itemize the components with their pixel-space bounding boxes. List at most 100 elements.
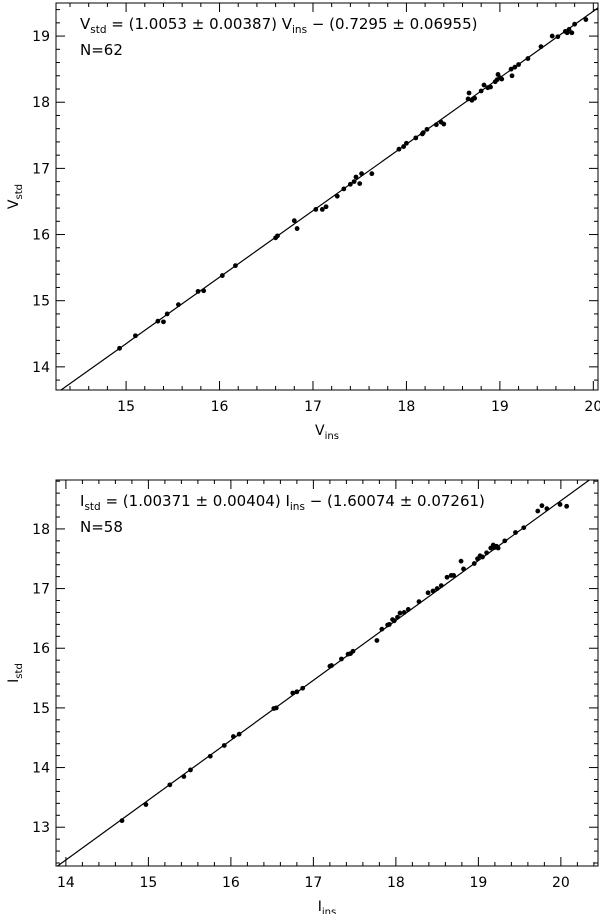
data-point bbox=[472, 95, 478, 101]
data-point bbox=[396, 146, 402, 152]
plot-frame bbox=[55, 479, 599, 867]
data-point bbox=[395, 614, 400, 620]
data-point bbox=[502, 538, 508, 544]
data-point bbox=[484, 550, 490, 556]
data-point bbox=[347, 181, 353, 187]
data-point bbox=[480, 554, 485, 560]
chart-panel-top: 15 16 17 18 19 20 14 15 16 17 18 19 Vstd = (1.0053 ±… bbox=[6, 2, 600, 442]
data-point bbox=[319, 207, 325, 212]
y-tick-label: 16 bbox=[32, 228, 50, 244]
data-point bbox=[405, 607, 411, 612]
data-point bbox=[416, 599, 422, 605]
x-tick-label: 18 bbox=[398, 399, 416, 415]
data-point bbox=[201, 288, 207, 294]
chart-panel-bottom: 14 15 16 17 18 19 20 13 14 15 16 17 18 Istd = (1.0037… bbox=[6, 479, 599, 914]
data-point bbox=[195, 289, 201, 294]
data-point bbox=[401, 610, 407, 615]
x-axis-label: Iins bbox=[318, 899, 337, 914]
data-point bbox=[525, 56, 531, 61]
data-point bbox=[350, 648, 356, 654]
data-point bbox=[386, 621, 392, 627]
data-point bbox=[230, 734, 236, 739]
x-tick-label: 18 bbox=[387, 875, 405, 891]
data-point bbox=[495, 545, 501, 551]
data-point bbox=[374, 638, 380, 643]
data-point bbox=[555, 34, 561, 40]
data-point bbox=[379, 626, 385, 632]
data-point bbox=[564, 503, 570, 509]
data-point bbox=[444, 574, 450, 580]
y-tick-label: 17 bbox=[32, 161, 50, 177]
n-label: N=58 bbox=[80, 518, 123, 536]
data-point bbox=[478, 88, 484, 94]
data-point bbox=[513, 530, 518, 535]
data-point bbox=[181, 774, 187, 779]
data-point bbox=[544, 506, 550, 512]
data-point bbox=[294, 689, 300, 695]
y-tick-label: 19 bbox=[32, 29, 50, 45]
data-point bbox=[521, 525, 527, 531]
x-tick-label: 15 bbox=[117, 399, 135, 415]
data-point bbox=[164, 311, 170, 317]
data-point bbox=[572, 21, 578, 27]
y-tick-label: 18 bbox=[32, 95, 50, 111]
y-tick-label: 18 bbox=[32, 522, 50, 538]
data-point bbox=[167, 782, 173, 788]
data-point bbox=[438, 583, 444, 588]
x-tick-label: 20 bbox=[584, 399, 600, 415]
data-point bbox=[207, 753, 213, 759]
data-point bbox=[176, 302, 181, 308]
data-point bbox=[466, 90, 472, 96]
data-point bbox=[538, 44, 544, 50]
x-tick-label: 19 bbox=[491, 399, 509, 415]
data-point bbox=[516, 62, 521, 67]
data-point bbox=[549, 33, 555, 39]
data-point bbox=[566, 27, 572, 32]
data-point bbox=[481, 82, 487, 88]
data-point bbox=[351, 179, 357, 185]
data-point bbox=[188, 767, 193, 773]
data-point bbox=[497, 75, 503, 81]
y-tick-label: 15 bbox=[32, 294, 50, 310]
data-point bbox=[471, 561, 477, 566]
data-point bbox=[313, 207, 319, 212]
fit-line bbox=[56, 480, 591, 866]
data-point bbox=[221, 743, 227, 748]
data-point bbox=[236, 731, 242, 737]
plot-frame bbox=[55, 2, 599, 391]
data-point bbox=[461, 566, 466, 572]
data-point bbox=[329, 663, 334, 668]
data-point bbox=[583, 17, 589, 22]
data-point bbox=[425, 590, 431, 596]
data-point bbox=[219, 273, 225, 278]
data-point bbox=[339, 656, 344, 662]
data-point bbox=[391, 618, 397, 624]
x-tick-label: 17 bbox=[304, 875, 322, 891]
fit-equation: Vstd = (1.0053 ± 0.00387) Vins − (0.7295… bbox=[80, 15, 477, 36]
data-point bbox=[273, 705, 279, 711]
data-point bbox=[451, 573, 457, 578]
x-axis-label: Vins bbox=[315, 423, 339, 442]
data-point bbox=[133, 333, 138, 339]
data-point bbox=[119, 818, 125, 824]
data-point bbox=[512, 64, 518, 70]
fit-equation: Istd = (1.00371 ± 0.00404) Iins − (1.600… bbox=[80, 492, 485, 513]
data-point bbox=[397, 610, 403, 616]
y-axis-label: Vstd bbox=[6, 184, 25, 209]
data-point bbox=[161, 319, 166, 325]
n-label: N=62 bbox=[80, 41, 123, 59]
data-point bbox=[323, 204, 329, 210]
data-point bbox=[275, 233, 280, 239]
data-point bbox=[300, 685, 306, 691]
data-point bbox=[509, 73, 515, 79]
data-point bbox=[434, 586, 440, 591]
data-point bbox=[569, 30, 575, 36]
data-point bbox=[420, 130, 426, 136]
data-point bbox=[290, 690, 296, 696]
data-point bbox=[353, 174, 359, 180]
y-tick-label: 15 bbox=[32, 701, 50, 717]
data-point bbox=[369, 171, 375, 177]
data-point bbox=[334, 193, 340, 199]
x-tick-label: 14 bbox=[57, 875, 75, 891]
